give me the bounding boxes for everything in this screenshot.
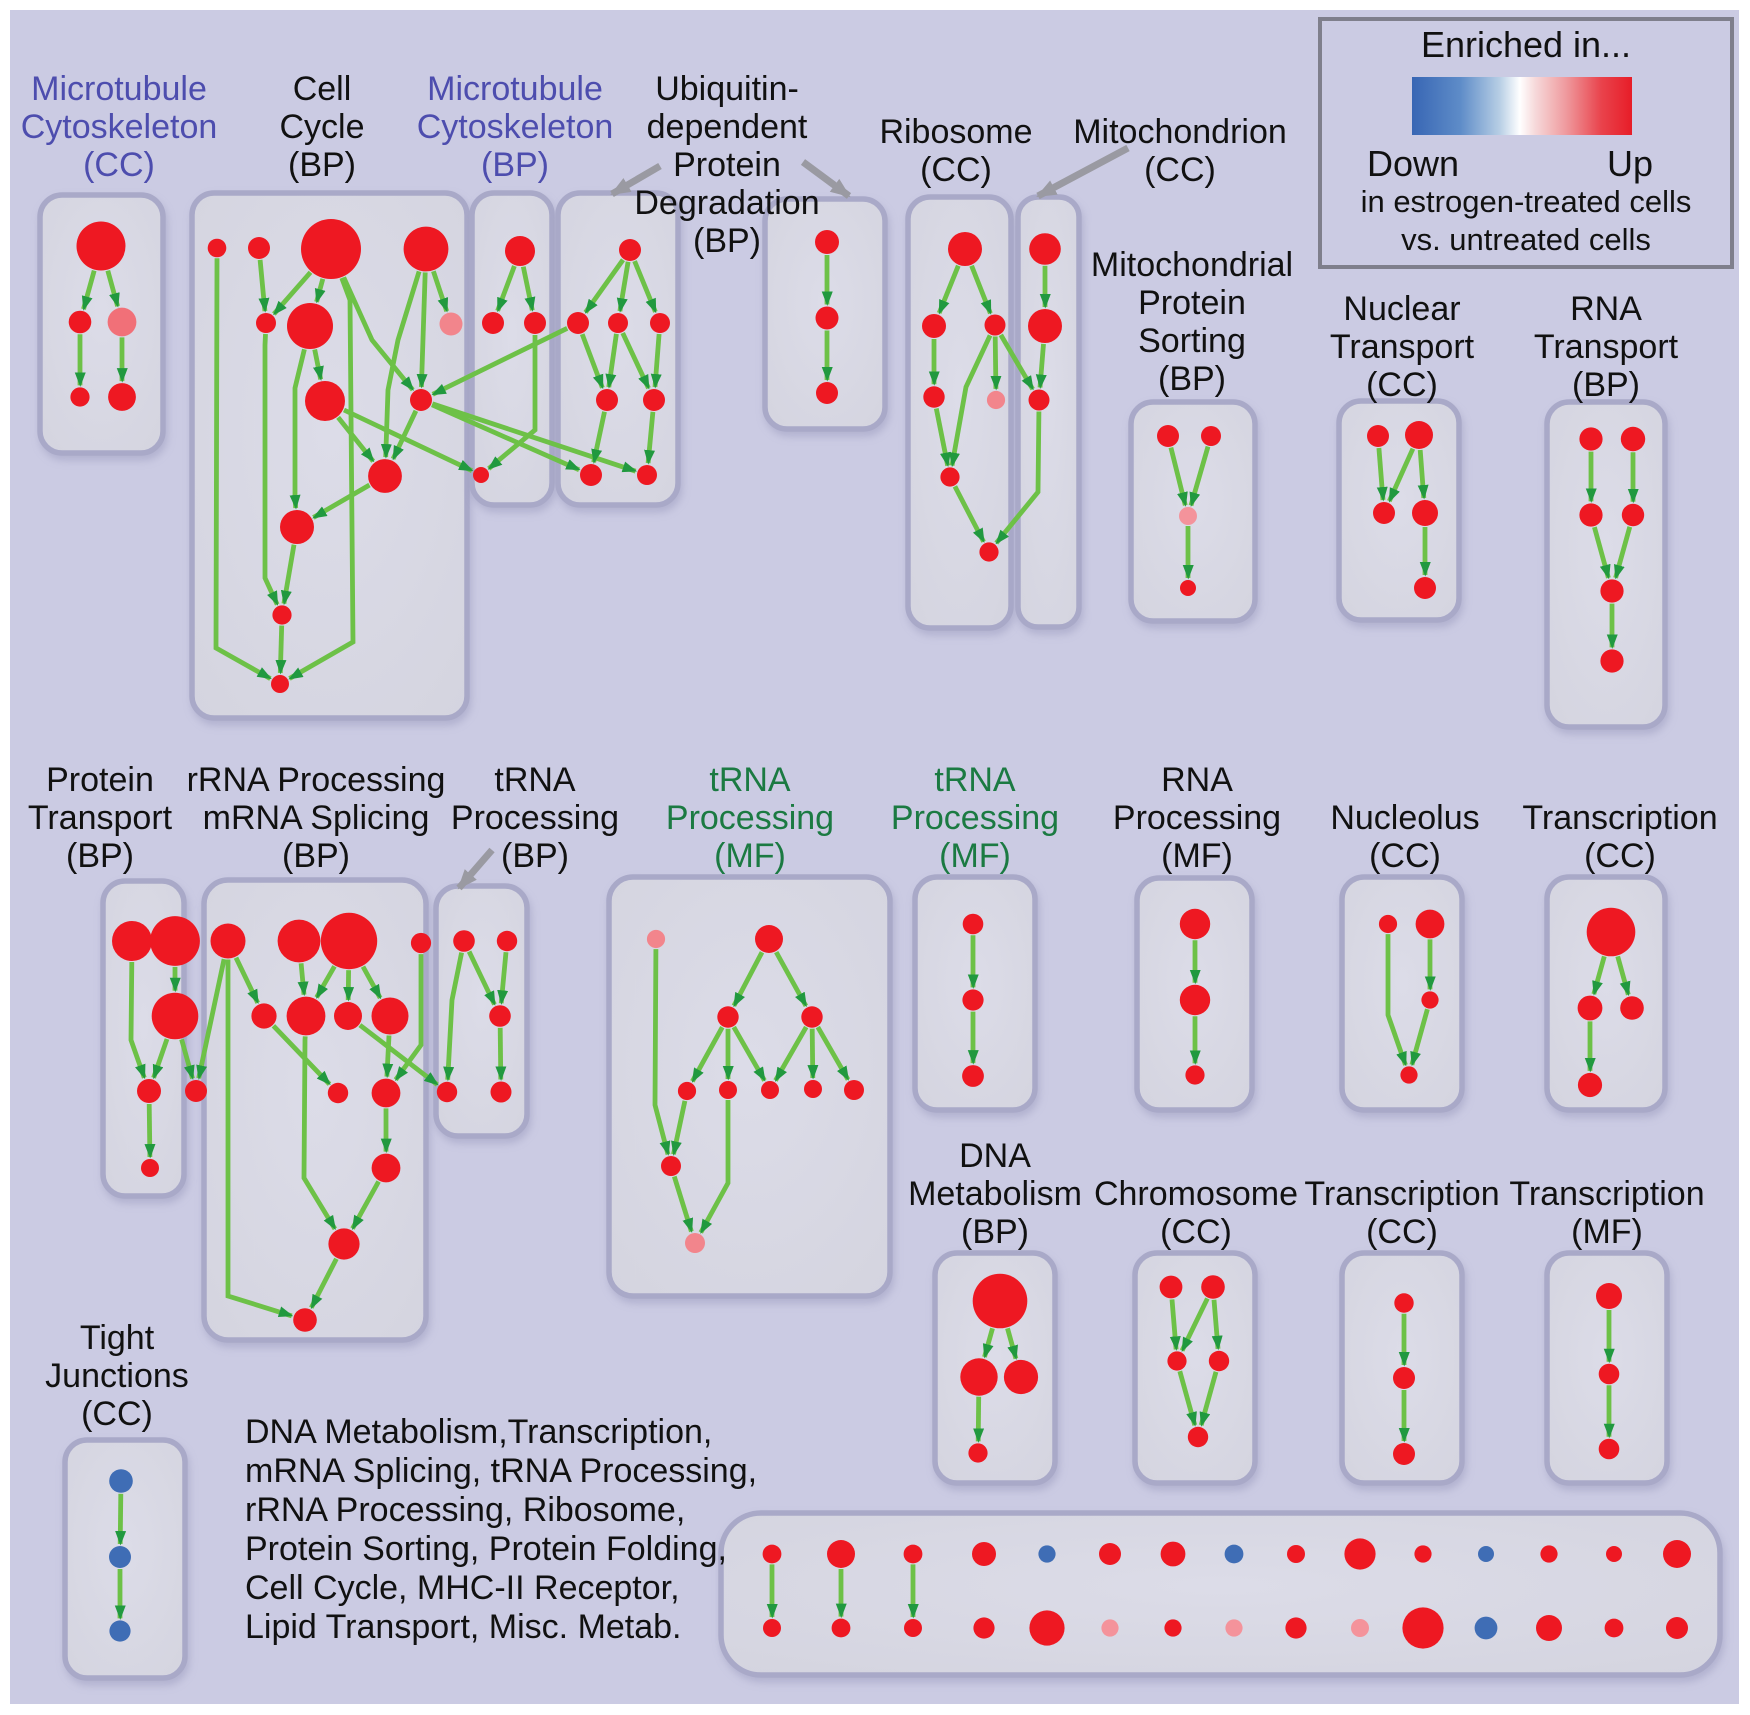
svg-text:RNA: RNA bbox=[1161, 761, 1233, 799]
svg-text:Degradation: Degradation bbox=[634, 184, 819, 222]
svg-text:(MF): (MF) bbox=[714, 837, 786, 875]
svg-text:(BP): (BP) bbox=[1158, 360, 1226, 398]
svg-text:rRNA Processing, Ribosome,: rRNA Processing, Ribosome, bbox=[245, 1491, 685, 1529]
svg-text:Down: Down bbox=[1367, 143, 1459, 184]
svg-text:Transcription: Transcription bbox=[1522, 799, 1717, 837]
svg-text:Cytoskeleton: Cytoskeleton bbox=[21, 108, 218, 146]
svg-text:Protein: Protein bbox=[1138, 284, 1246, 322]
svg-text:(BP): (BP) bbox=[288, 146, 356, 184]
svg-text:Processing: Processing bbox=[1113, 799, 1281, 837]
svg-text:(MF): (MF) bbox=[1161, 837, 1233, 875]
svg-text:(BP): (BP) bbox=[961, 1213, 1029, 1251]
svg-text:Nucleolus: Nucleolus bbox=[1330, 799, 1479, 837]
svg-text:Metabolism: Metabolism bbox=[908, 1175, 1082, 1213]
svg-text:Up: Up bbox=[1607, 143, 1653, 184]
svg-text:Cycle: Cycle bbox=[279, 108, 364, 146]
svg-text:tRNA: tRNA bbox=[494, 761, 576, 799]
svg-text:mRNA Splicing, tRNA Processing: mRNA Splicing, tRNA Processing, bbox=[245, 1452, 757, 1490]
svg-text:(MF): (MF) bbox=[939, 837, 1011, 875]
svg-text:Nuclear: Nuclear bbox=[1343, 290, 1460, 328]
svg-text:Ubiquitin-: Ubiquitin- bbox=[655, 70, 799, 108]
svg-text:(BP): (BP) bbox=[1572, 366, 1640, 404]
svg-text:vs. untreated cells: vs. untreated cells bbox=[1401, 222, 1651, 257]
svg-text:(CC): (CC) bbox=[1369, 837, 1441, 875]
svg-text:Transcription: Transcription bbox=[1304, 1175, 1499, 1213]
svg-text:Mitochondrion: Mitochondrion bbox=[1073, 113, 1287, 151]
svg-text:Microtubule: Microtubule bbox=[427, 70, 603, 108]
svg-text:(CC): (CC) bbox=[1366, 1213, 1438, 1251]
svg-text:RNA: RNA bbox=[1570, 290, 1642, 328]
svg-text:(CC): (CC) bbox=[920, 151, 992, 189]
svg-text:Lipid Transport, Misc. Metab.: Lipid Transport, Misc. Metab. bbox=[245, 1608, 682, 1646]
svg-text:DNA: DNA bbox=[959, 1137, 1031, 1175]
svg-text:Protein: Protein bbox=[46, 761, 154, 799]
svg-text:Tight: Tight bbox=[80, 1319, 155, 1357]
svg-text:Transport: Transport bbox=[28, 799, 173, 837]
svg-text:Processing: Processing bbox=[451, 799, 619, 837]
svg-text:Junctions: Junctions bbox=[45, 1357, 189, 1395]
svg-text:(CC): (CC) bbox=[81, 1395, 153, 1433]
svg-text:rRNA Processing: rRNA Processing bbox=[187, 761, 446, 799]
svg-text:Protein Sorting, Protein Foldi: Protein Sorting, Protein Folding, bbox=[245, 1530, 727, 1568]
svg-text:(MF): (MF) bbox=[1571, 1213, 1643, 1251]
svg-text:Microtubule: Microtubule bbox=[31, 70, 207, 108]
svg-text:Enriched in...: Enriched in... bbox=[1421, 24, 1631, 65]
svg-text:in estrogen-treated cells: in estrogen-treated cells bbox=[1361, 184, 1692, 219]
svg-text:tRNA: tRNA bbox=[709, 761, 791, 799]
svg-text:Processing: Processing bbox=[891, 799, 1059, 837]
svg-text:dependent: dependent bbox=[647, 108, 808, 146]
svg-text:(BP): (BP) bbox=[501, 837, 569, 875]
svg-text:(CC): (CC) bbox=[1144, 151, 1216, 189]
svg-text:tRNA: tRNA bbox=[934, 761, 1016, 799]
svg-text:(BP): (BP) bbox=[66, 837, 134, 875]
svg-text:(CC): (CC) bbox=[83, 146, 155, 184]
svg-text:(BP): (BP) bbox=[282, 837, 350, 875]
svg-text:Mitochondrial: Mitochondrial bbox=[1091, 246, 1293, 284]
svg-text:Cell Cycle, MHC-II Receptor,: Cell Cycle, MHC-II Receptor, bbox=[245, 1569, 680, 1607]
svg-text:(CC): (CC) bbox=[1584, 837, 1656, 875]
svg-text:DNA Metabolism,Transcription,: DNA Metabolism,Transcription, bbox=[245, 1413, 712, 1451]
svg-text:Cytoskeleton: Cytoskeleton bbox=[417, 108, 614, 146]
svg-text:Processing: Processing bbox=[666, 799, 834, 837]
svg-text:mRNA Splicing: mRNA Splicing bbox=[203, 799, 430, 837]
svg-text:(BP): (BP) bbox=[481, 146, 549, 184]
svg-text:Protein: Protein bbox=[673, 146, 781, 184]
svg-text:(CC): (CC) bbox=[1160, 1213, 1232, 1251]
svg-text:Transcription: Transcription bbox=[1509, 1175, 1704, 1213]
svg-text:Sorting: Sorting bbox=[1138, 322, 1246, 360]
svg-text:Chromosome: Chromosome bbox=[1094, 1175, 1298, 1213]
svg-text:Transport: Transport bbox=[1330, 328, 1475, 366]
svg-text:(BP): (BP) bbox=[693, 222, 761, 260]
svg-text:Transport: Transport bbox=[1534, 328, 1679, 366]
svg-text:Ribosome: Ribosome bbox=[879, 113, 1032, 151]
svg-text:Cell: Cell bbox=[293, 70, 352, 108]
svg-text:(CC): (CC) bbox=[1366, 366, 1438, 404]
